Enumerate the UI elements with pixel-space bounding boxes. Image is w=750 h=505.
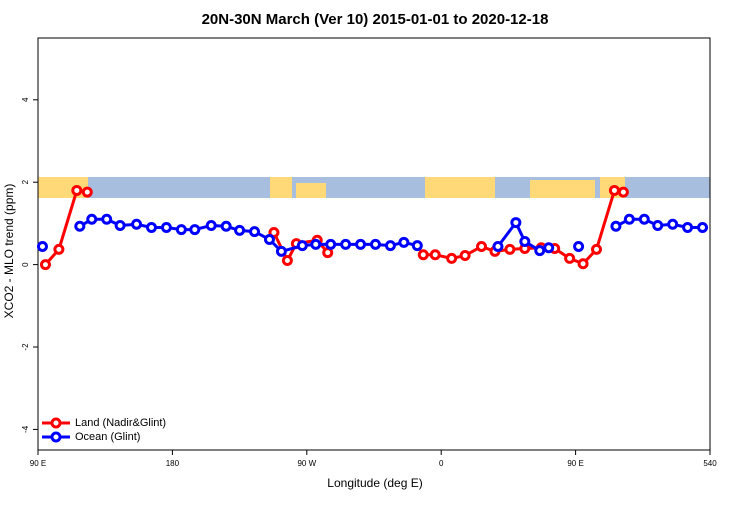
point [340, 238, 352, 250]
point [577, 258, 589, 270]
point [429, 249, 441, 261]
point [564, 252, 576, 264]
land-strip [425, 177, 495, 198]
legend-marker [50, 417, 62, 429]
point [175, 224, 187, 236]
x-tick-label: 90 E [30, 459, 46, 468]
land-strip [296, 183, 326, 198]
chart-title: 20N-30N March (Ver 10) 2015-01-01 to 202… [202, 11, 549, 28]
y-tick-label: -4 [21, 425, 30, 433]
point [623, 213, 635, 225]
point [249, 226, 261, 238]
point [504, 243, 516, 255]
point [411, 240, 423, 252]
x-tick-label: 90 E [567, 459, 583, 468]
y-tick-label: 4 [21, 97, 30, 102]
legend-label: Land (Nadir&Glint) [75, 417, 166, 429]
map-band [38, 177, 710, 198]
point [310, 238, 322, 250]
x-tick-label: 540 [703, 459, 717, 468]
y-axis-label: XCO2 - MLO trend (ppm) [2, 184, 16, 319]
point [86, 213, 98, 225]
point [398, 236, 410, 248]
point [384, 240, 396, 252]
point [36, 240, 48, 252]
legend-marker [50, 431, 62, 443]
point [610, 220, 622, 232]
point [682, 222, 694, 234]
legend-label: Ocean (Glint) [75, 431, 140, 443]
point [543, 242, 555, 254]
point [74, 220, 86, 232]
point [459, 250, 471, 262]
point [205, 219, 217, 231]
point [160, 222, 172, 234]
point [697, 222, 709, 234]
point [355, 238, 367, 250]
y-tick-label: -2 [21, 343, 30, 351]
point [114, 219, 126, 231]
point [131, 218, 143, 230]
point [53, 243, 65, 255]
point [275, 245, 287, 257]
point [617, 186, 629, 198]
point [492, 240, 504, 252]
point [519, 236, 531, 248]
point [573, 240, 585, 252]
point [263, 233, 275, 245]
point [220, 220, 232, 232]
point [281, 254, 293, 266]
point [534, 245, 546, 257]
point [476, 240, 488, 252]
point [591, 243, 603, 255]
point [81, 186, 93, 198]
land-strip [530, 180, 595, 198]
point [189, 224, 201, 236]
point [638, 213, 650, 225]
point [101, 213, 113, 225]
point [296, 240, 308, 252]
x-tick-label: 180 [166, 459, 180, 468]
point [510, 217, 522, 229]
point [325, 238, 337, 250]
point [667, 218, 679, 230]
point [145, 222, 157, 234]
point [446, 252, 458, 264]
point [71, 184, 83, 196]
point [652, 219, 664, 231]
point [369, 238, 381, 250]
land-strip [270, 177, 292, 198]
point [39, 259, 51, 271]
x-axis-label: Longitude (deg E) [327, 476, 422, 490]
point [417, 249, 429, 261]
point [234, 224, 246, 236]
x-tick-label: 0 [439, 459, 444, 468]
point [608, 184, 620, 196]
x-tick-label: 90 W [297, 459, 316, 468]
y-tick-label: 0 [21, 262, 30, 267]
y-tick-label: 2 [21, 179, 30, 184]
